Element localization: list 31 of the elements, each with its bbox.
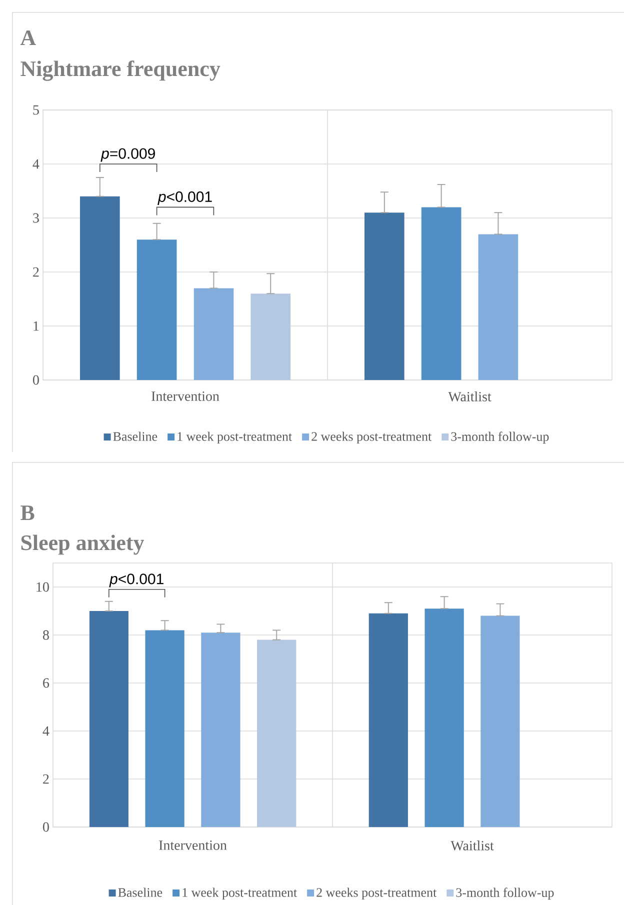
x-tick-label: Waitlist [450, 840, 494, 850]
y-tick-label: 8 [43, 630, 49, 640]
y-tick-label: 0 [33, 375, 39, 385]
legend-label: 1 week post-treatment [178, 432, 292, 444]
chart-subtitle: Sleep anxiety [21, 534, 144, 555]
y-tick-label: 2 [33, 267, 39, 277]
y-tick-label: 4 [32, 159, 40, 169]
annotation: p<0.001 [109, 574, 164, 588]
y-tick-label: 5 [33, 105, 39, 115]
y-tick-label: 6 [43, 678, 50, 688]
legend-label: 2 weeks post-treatment [312, 432, 432, 444]
y-tick-label: 10 [36, 582, 49, 592]
chart-title: A [20, 30, 36, 45]
y-tick-label: 4 [42, 726, 50, 736]
legend-label: 3-month follow-up [456, 888, 554, 900]
y-tick-label: 3 [33, 213, 39, 223]
legend-label: 2 weeks post-treatment [316, 888, 437, 900]
annotation: p=0.009 [100, 148, 155, 162]
legend-label: Baseline [118, 888, 162, 897]
x-tick-label: Intervention [152, 392, 220, 401]
x-tick-label: Intervention [159, 840, 227, 850]
y-tick-label: 0 [43, 822, 49, 832]
y-tick-label: 2 [43, 774, 49, 784]
chart-title: B [20, 506, 34, 520]
legend-label: Baseline [113, 432, 158, 441]
legend-label: 1 week post-treatment [182, 888, 297, 900]
y-tick-label: 1 [34, 321, 39, 331]
chart-subtitle: Nightmare frequency [20, 60, 220, 81]
annotation: p<0.001 [158, 191, 212, 205]
x-tick-label: Waitlist [448, 392, 492, 402]
legend-label: 3-month follow-up [451, 432, 549, 444]
